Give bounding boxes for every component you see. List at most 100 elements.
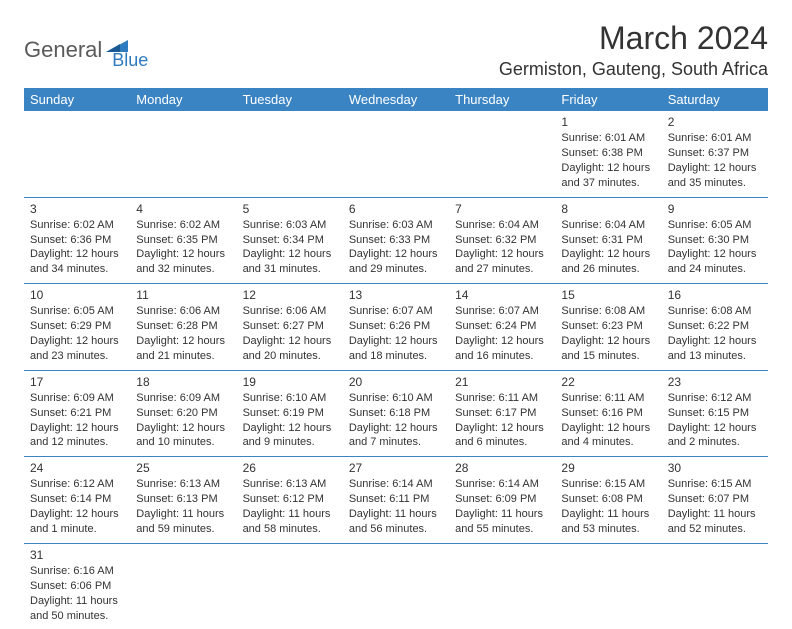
- day-info-line: Daylight: 12 hours: [136, 421, 230, 436]
- title-block: March 2024 Germiston, Gauteng, South Afr…: [499, 20, 768, 80]
- day-info-line: and 6 minutes.: [455, 435, 549, 450]
- day-info-line: Sunset: 6:06 PM: [30, 579, 124, 594]
- day-info-line: Sunset: 6:30 PM: [668, 233, 762, 248]
- day-number: 23: [668, 374, 762, 390]
- calendar-day-cell: 19Sunrise: 6:10 AMSunset: 6:19 PMDayligh…: [237, 370, 343, 457]
- day-info-line: and 16 minutes.: [455, 349, 549, 364]
- day-info-line: Sunrise: 6:14 AM: [455, 477, 549, 492]
- day-info-line: Sunrise: 6:13 AM: [136, 477, 230, 492]
- day-info-line: and 58 minutes.: [243, 522, 337, 537]
- day-info-line: Sunrise: 6:03 AM: [243, 218, 337, 233]
- day-info-line: Daylight: 12 hours: [30, 421, 124, 436]
- day-info-line: and 56 minutes.: [349, 522, 443, 537]
- day-info-line: Daylight: 12 hours: [668, 161, 762, 176]
- day-info-line: Sunset: 6:29 PM: [30, 319, 124, 334]
- day-info-line: Sunset: 6:18 PM: [349, 406, 443, 421]
- day-info-line: Sunset: 6:09 PM: [455, 492, 549, 507]
- day-info-line: Daylight: 12 hours: [668, 421, 762, 436]
- calendar-day-cell: 29Sunrise: 6:15 AMSunset: 6:08 PMDayligh…: [555, 457, 661, 544]
- calendar-week-row: 1Sunrise: 6:01 AMSunset: 6:38 PMDaylight…: [24, 111, 768, 197]
- calendar-week-row: 31Sunrise: 6:16 AMSunset: 6:06 PMDayligh…: [24, 543, 768, 629]
- day-info-line: Sunset: 6:08 PM: [561, 492, 655, 507]
- day-info-line: Sunset: 6:28 PM: [136, 319, 230, 334]
- day-info-line: Sunset: 6:33 PM: [349, 233, 443, 248]
- day-info-line: and 26 minutes.: [561, 262, 655, 277]
- day-info-line: Daylight: 12 hours: [30, 507, 124, 522]
- day-info-line: Sunrise: 6:14 AM: [349, 477, 443, 492]
- day-info-line: Sunrise: 6:02 AM: [30, 218, 124, 233]
- day-info-line: Daylight: 12 hours: [30, 247, 124, 262]
- day-info-line: Sunset: 6:07 PM: [668, 492, 762, 507]
- day-number: 1: [561, 114, 655, 130]
- calendar-day-cell: 20Sunrise: 6:10 AMSunset: 6:18 PMDayligh…: [343, 370, 449, 457]
- day-info-line: Daylight: 12 hours: [455, 421, 549, 436]
- calendar-day-cell: [343, 543, 449, 629]
- day-info-line: Sunrise: 6:08 AM: [668, 304, 762, 319]
- day-number: 20: [349, 374, 443, 390]
- day-number: 16: [668, 287, 762, 303]
- day-info-line: and 2 minutes.: [668, 435, 762, 450]
- day-info-line: Sunrise: 6:10 AM: [349, 391, 443, 406]
- day-info-line: Sunset: 6:26 PM: [349, 319, 443, 334]
- calendar-day-cell: 8Sunrise: 6:04 AMSunset: 6:31 PMDaylight…: [555, 197, 661, 284]
- day-info-line: and 4 minutes.: [561, 435, 655, 450]
- day-number: 24: [30, 460, 124, 476]
- day-info-line: Sunset: 6:31 PM: [561, 233, 655, 248]
- day-header: Saturday: [662, 88, 768, 111]
- calendar-day-cell: 27Sunrise: 6:14 AMSunset: 6:11 PMDayligh…: [343, 457, 449, 544]
- day-number: 13: [349, 287, 443, 303]
- day-info-line: Sunrise: 6:03 AM: [349, 218, 443, 233]
- day-info-line: and 10 minutes.: [136, 435, 230, 450]
- logo-text-general: General: [24, 37, 102, 63]
- day-info-line: and 37 minutes.: [561, 176, 655, 191]
- day-number: 15: [561, 287, 655, 303]
- day-info-line: Sunrise: 6:07 AM: [349, 304, 443, 319]
- day-number: 6: [349, 201, 443, 217]
- day-info-line: Daylight: 12 hours: [349, 421, 443, 436]
- day-info-line: Daylight: 11 hours: [668, 507, 762, 522]
- day-info-line: and 55 minutes.: [455, 522, 549, 537]
- day-info-line: Daylight: 12 hours: [243, 247, 337, 262]
- day-number: 21: [455, 374, 549, 390]
- day-info-line: Sunset: 6:35 PM: [136, 233, 230, 248]
- day-info-line: Sunrise: 6:05 AM: [668, 218, 762, 233]
- day-info-line: and 18 minutes.: [349, 349, 443, 364]
- day-info-line: Sunset: 6:36 PM: [30, 233, 124, 248]
- day-info-line: Sunrise: 6:15 AM: [561, 477, 655, 492]
- calendar-day-cell: 18Sunrise: 6:09 AMSunset: 6:20 PMDayligh…: [130, 370, 236, 457]
- day-info-line: Sunset: 6:24 PM: [455, 319, 549, 334]
- day-info-line: Sunset: 6:11 PM: [349, 492, 443, 507]
- calendar-day-cell: 3Sunrise: 6:02 AMSunset: 6:36 PMDaylight…: [24, 197, 130, 284]
- day-info-line: Daylight: 12 hours: [136, 334, 230, 349]
- calendar-day-cell: [662, 543, 768, 629]
- day-info-line: Sunrise: 6:09 AM: [136, 391, 230, 406]
- calendar-day-cell: 22Sunrise: 6:11 AMSunset: 6:16 PMDayligh…: [555, 370, 661, 457]
- day-number: 11: [136, 287, 230, 303]
- day-info-line: Sunset: 6:21 PM: [30, 406, 124, 421]
- calendar-day-cell: [237, 111, 343, 197]
- calendar-day-cell: [130, 543, 236, 629]
- day-info-line: Daylight: 11 hours: [349, 507, 443, 522]
- day-info-line: Daylight: 12 hours: [136, 247, 230, 262]
- header: General Blue March 2024 Germiston, Gaute…: [24, 20, 768, 80]
- day-info-line: Daylight: 11 hours: [136, 507, 230, 522]
- day-number: 12: [243, 287, 337, 303]
- calendar-day-cell: 15Sunrise: 6:08 AMSunset: 6:23 PMDayligh…: [555, 284, 661, 371]
- day-header: Wednesday: [343, 88, 449, 111]
- logo-text-blue: Blue: [112, 50, 148, 71]
- calendar-day-cell: 13Sunrise: 6:07 AMSunset: 6:26 PMDayligh…: [343, 284, 449, 371]
- day-info-line: Sunrise: 6:02 AM: [136, 218, 230, 233]
- day-info-line: Sunset: 6:17 PM: [455, 406, 549, 421]
- day-info-line: Sunset: 6:13 PM: [136, 492, 230, 507]
- day-info-line: Sunset: 6:19 PM: [243, 406, 337, 421]
- day-info-line: Daylight: 12 hours: [455, 247, 549, 262]
- day-info-line: and 12 minutes.: [30, 435, 124, 450]
- day-info-line: Sunrise: 6:13 AM: [243, 477, 337, 492]
- day-info-line: Daylight: 12 hours: [243, 334, 337, 349]
- day-info-line: Daylight: 12 hours: [561, 421, 655, 436]
- calendar-day-cell: 24Sunrise: 6:12 AMSunset: 6:14 PMDayligh…: [24, 457, 130, 544]
- day-info-line: Sunrise: 6:05 AM: [30, 304, 124, 319]
- month-title: March 2024: [499, 20, 768, 57]
- calendar-day-cell: 28Sunrise: 6:14 AMSunset: 6:09 PMDayligh…: [449, 457, 555, 544]
- day-info-line: Daylight: 12 hours: [349, 247, 443, 262]
